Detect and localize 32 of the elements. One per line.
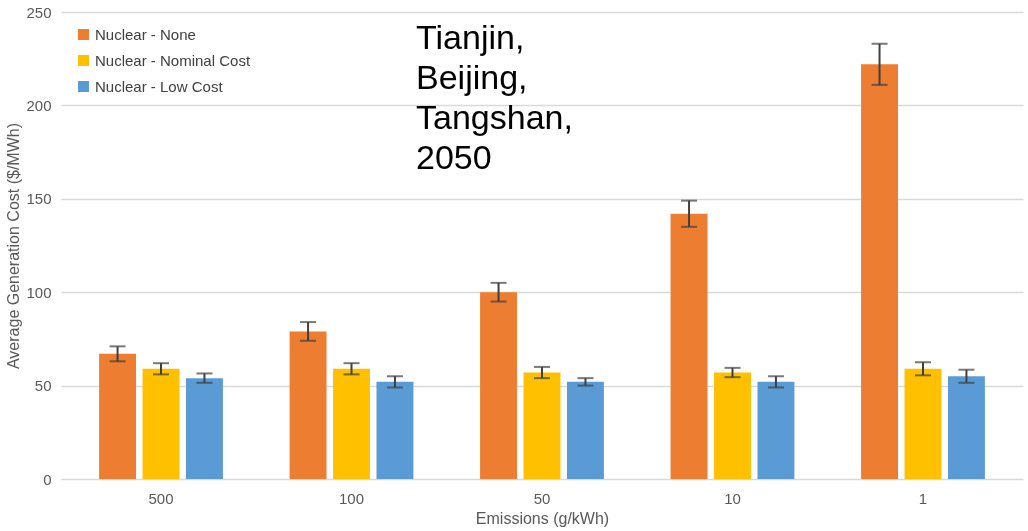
x-axis-title: Emissions (g/kWh)	[475, 509, 610, 527]
x-tick-label: 1	[918, 489, 928, 507]
legend-label: Nuclear - Low Cost	[95, 77, 224, 95]
bar	[480, 292, 518, 479]
y-tick-label: 100	[26, 283, 52, 301]
y-tick-label: 150	[26, 190, 52, 208]
bar	[289, 331, 327, 479]
bar	[757, 381, 795, 479]
annotation: Tianjin, Beijing, Tangshan, 2050	[416, 18, 573, 176]
x-tick-label: 50	[533, 489, 551, 507]
x-tick-label: 10	[724, 489, 741, 507]
bar	[566, 381, 604, 479]
bar	[99, 353, 137, 479]
bar	[333, 368, 370, 479]
bar	[142, 368, 180, 479]
y-axis-title: Average Generation Cost ($/MWh)	[5, 122, 23, 370]
bar	[523, 372, 561, 479]
bar	[861, 64, 899, 479]
y-tick-label: 200	[26, 96, 52, 114]
y-tick-label: 50	[34, 377, 52, 395]
bar	[376, 381, 414, 479]
bar	[947, 376, 985, 479]
bar	[185, 378, 223, 479]
y-tick-label: 0	[43, 470, 52, 488]
legend-label: Nuclear - Nominal Cost	[95, 51, 251, 69]
bar	[904, 368, 942, 479]
x-tick-label: 500	[148, 489, 174, 507]
bar	[670, 213, 708, 479]
y-tick-label: 250	[26, 3, 52, 21]
legend-label: Nuclear - None	[95, 25, 196, 43]
bar	[714, 372, 751, 479]
x-tick-label: 100	[338, 489, 365, 507]
